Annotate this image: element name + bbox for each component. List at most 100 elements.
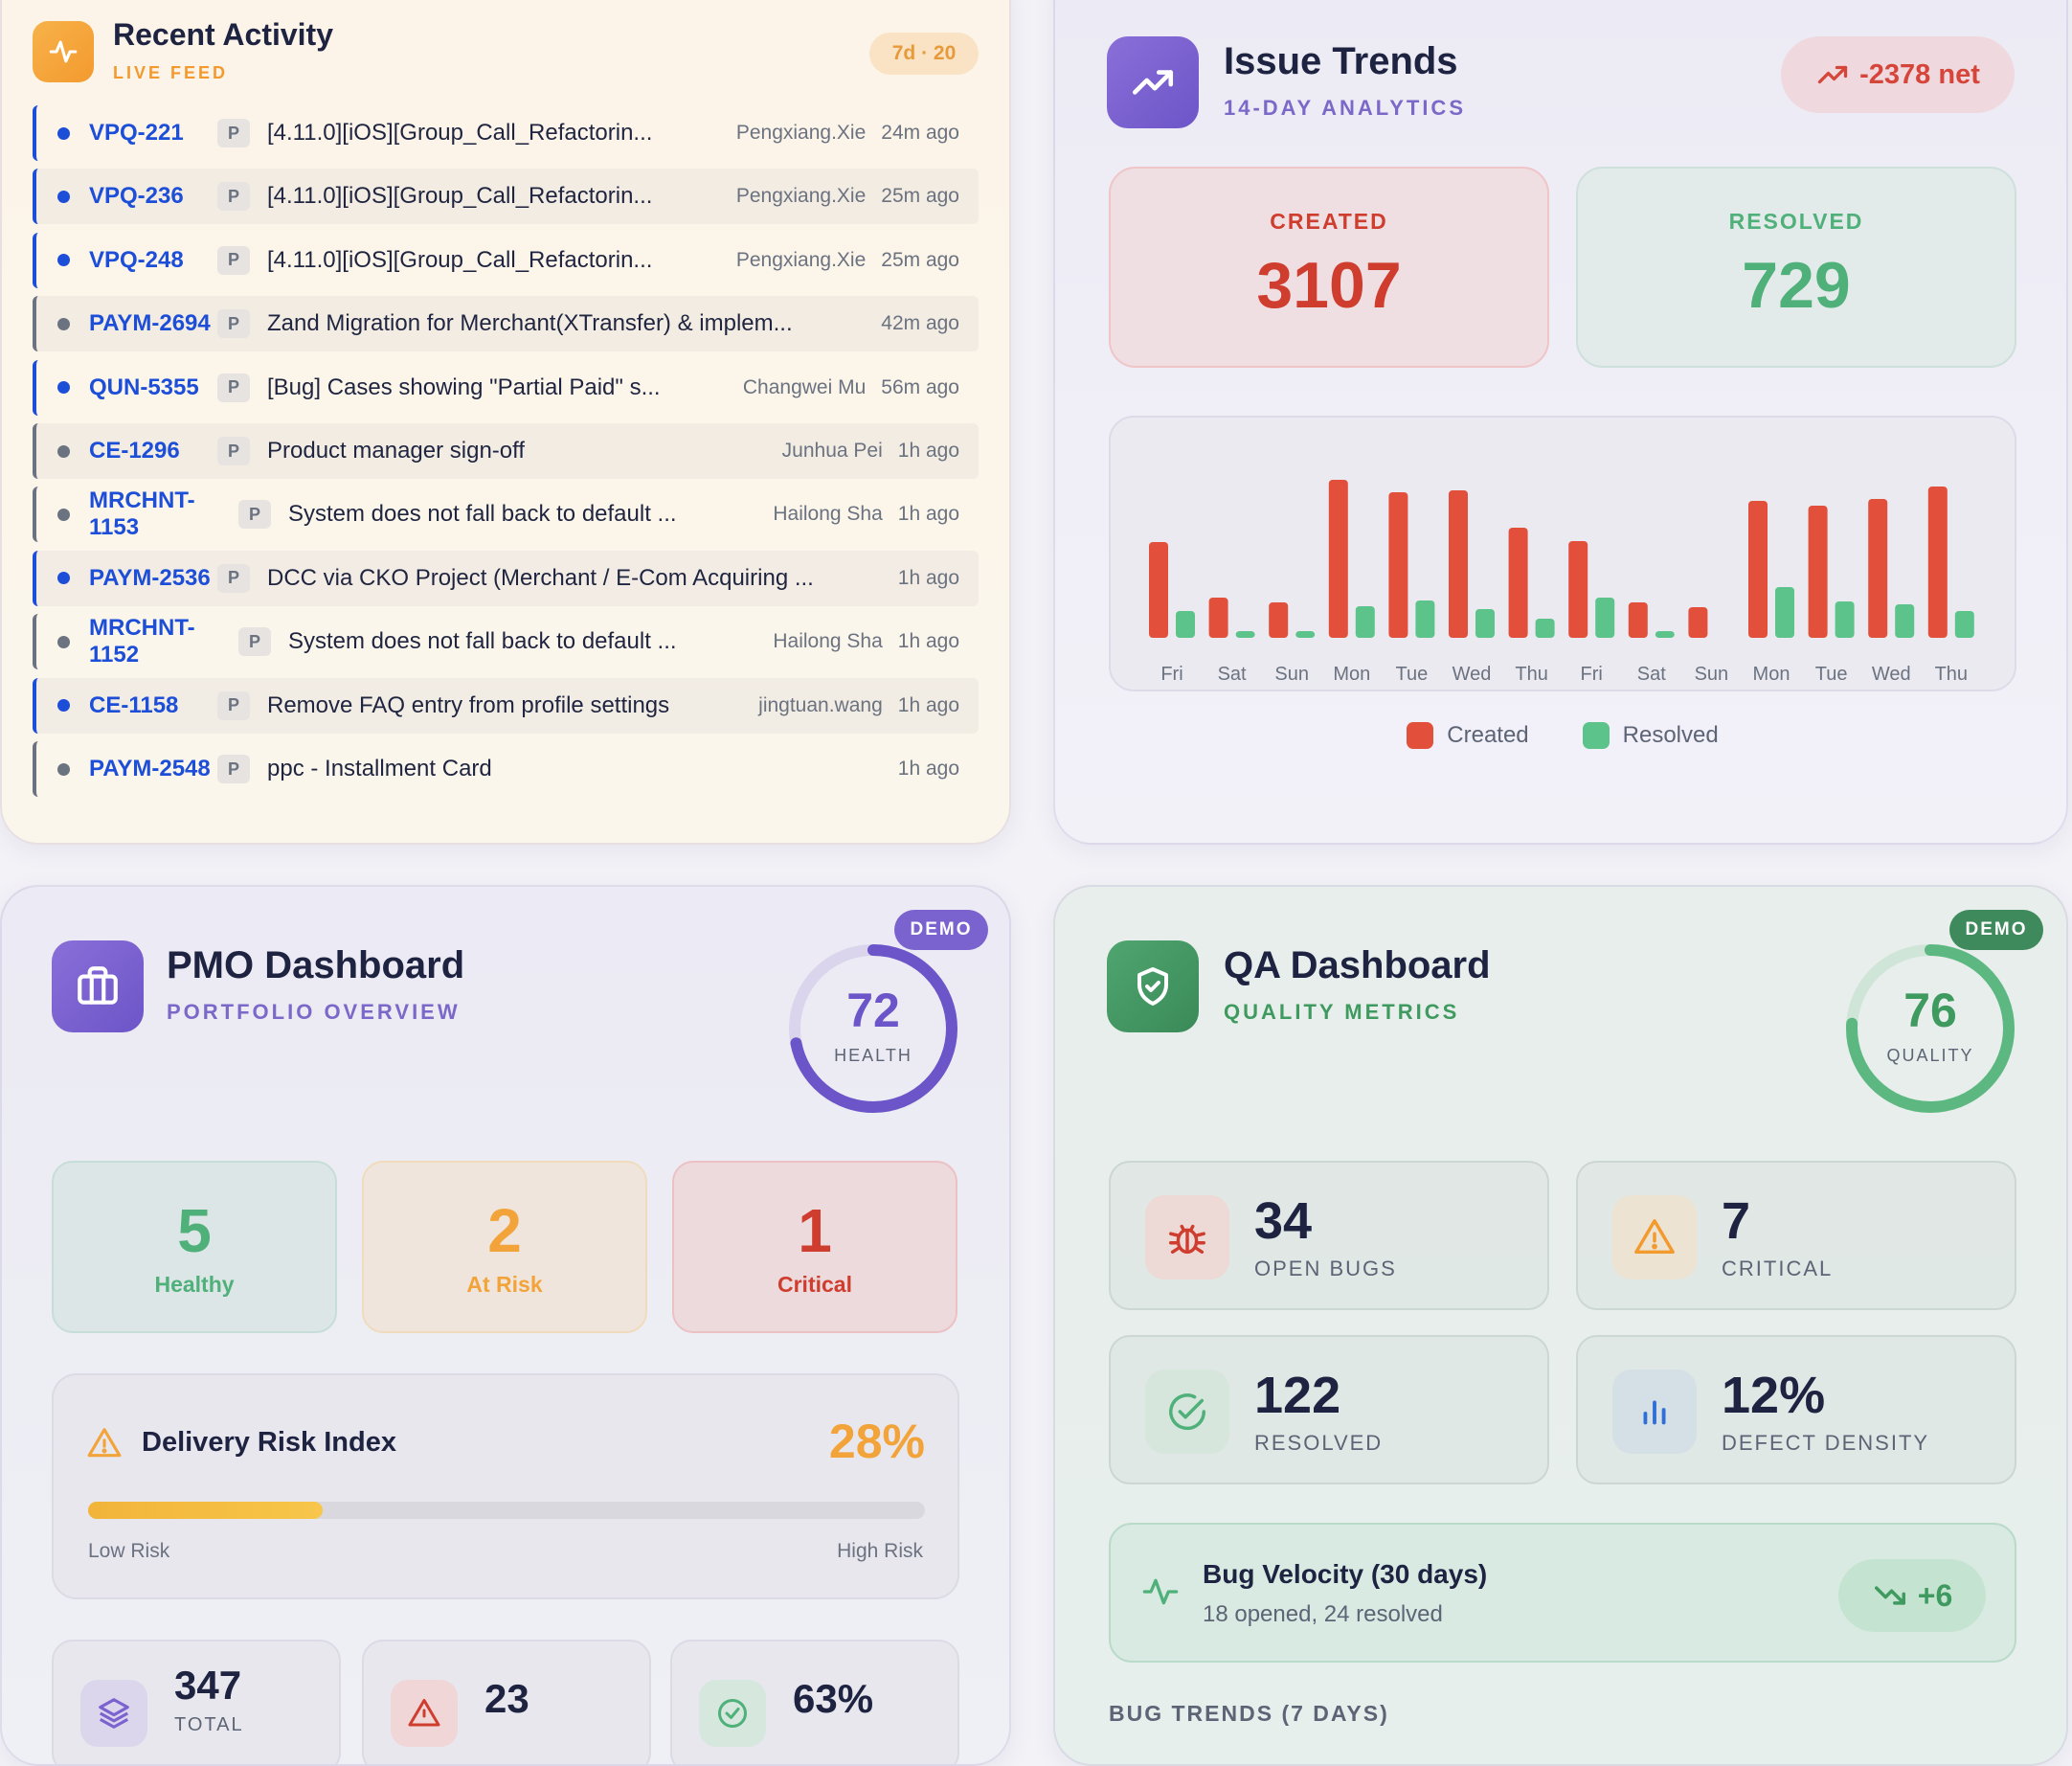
at-risk-value: 2 <box>487 1196 522 1265</box>
created-bar <box>1868 499 1888 638</box>
open-bugs-label: OPEN BUGS <box>1254 1257 1397 1280</box>
created-bar <box>1388 492 1408 638</box>
issue-time: 1h ago <box>897 758 959 780</box>
qa-dashboard-card: QA Dashboard QUALITY METRICS DEMO 76 QUA… <box>1053 885 2068 1766</box>
x-tick-label: Thu <box>1515 664 1547 685</box>
health-label: HEALTH <box>834 1046 912 1065</box>
issues-value: 23 <box>484 1676 529 1721</box>
high-risk-label: High Risk <box>837 1540 923 1562</box>
activity-row[interactable]: MRCHNT-1152 P System does not fall back to… <box>33 614 979 670</box>
issue-time: 1h ago <box>897 693 959 716</box>
created-bar <box>1628 602 1648 638</box>
completion-value: 63% <box>793 1676 874 1721</box>
issue-trends-title: Issue Trends <box>1224 40 1458 82</box>
issue-key[interactable]: CE-1158 <box>89 691 179 718</box>
activity-row[interactable]: MRCHNT-1153 P System does not fall back to… <box>33 487 979 543</box>
delivery-risk-panel: Delivery Risk Index 28% Low Risk High Ri… <box>52 1373 959 1599</box>
low-risk-label: Low Risk <box>88 1540 170 1562</box>
recent-activity-range-badge[interactable]: 7d · 20 <box>869 33 979 75</box>
issue-key[interactable]: VPQ-221 <box>89 120 184 146</box>
activity-row[interactable]: VPQ-248 P [4.11.0][iOS][Group_Call_Refacto… <box>33 232 979 288</box>
issue-trends-subtitle: 14-DAY ANALYTICS <box>1224 96 1466 120</box>
resolved-bar <box>1535 619 1555 638</box>
at-risk-stat: 2 At Risk <box>362 1161 647 1333</box>
issue-key[interactable]: PAYM-2694 <box>89 310 211 337</box>
created-bar <box>1927 487 1948 638</box>
status-dot <box>57 444 70 458</box>
created-value: 3107 <box>1256 249 1402 322</box>
resolved-value: 729 <box>1742 249 1851 322</box>
priority-badge: P <box>217 182 250 212</box>
status-dot <box>57 126 70 140</box>
issue-time: 25m ago <box>881 185 959 208</box>
healthy-value: 5 <box>177 1196 212 1265</box>
status-dot <box>57 635 70 648</box>
issue-key[interactable]: MRCHNT-1153 <box>89 487 195 541</box>
activity-row[interactable]: VPQ-236 P [4.11.0][iOS][Group_Call_Refacto… <box>33 169 979 225</box>
chart-panel: Fri Sat Sun Mon Tue Wed Thu Fri Sat Sun Mon Tue Wed T… <box>1109 416 2016 691</box>
warning-icon <box>86 1425 123 1466</box>
warning-icon <box>1612 1195 1697 1279</box>
created-stat: CREATED 3107 <box>1109 167 1549 368</box>
x-tick-label: Wed <box>1872 664 1911 685</box>
issue-key[interactable]: VPQ-248 <box>89 246 184 273</box>
created-bar <box>1808 506 1828 638</box>
status-dot <box>57 572 70 585</box>
briefcase-icon <box>52 940 144 1032</box>
warning-icon <box>391 1680 458 1747</box>
defect-density-value: 12% <box>1722 1367 1826 1424</box>
activity-row[interactable]: PAYM-2536 P DCC via CKO Project (Merchant … <box>33 550 979 606</box>
activity-row[interactable]: QUN-5355 P [Bug] Cases showing "Partial Pa… <box>33 359 979 416</box>
issue-key[interactable]: MRCHNT-1152 <box>89 615 195 668</box>
trending-up-icon <box>1815 57 1850 92</box>
activity-row[interactable]: PAYM-2694 P Zand Migration for Merchant(XT… <box>33 296 979 352</box>
issue-key[interactable]: QUN-5355 <box>89 374 199 400</box>
activity-row[interactable]: CE-1296 P Product manager sign-off Junhua P… <box>33 423 979 479</box>
completion-stat: 63% <box>670 1640 959 1764</box>
issue-trends-card: Issue Trends 14-DAY ANALYTICS -2378 net … <box>1053 0 2068 845</box>
created-bar <box>1449 490 1468 638</box>
status-dot <box>57 762 70 776</box>
legend-created-swatch <box>1407 722 1434 749</box>
resolved-bar <box>1295 631 1316 638</box>
issue-assignee: Changwei Mu <box>742 375 867 398</box>
health-gauge: 72 HEALTH <box>785 940 961 1117</box>
issue-title: DCC via CKO Project (Merchant / E-Com Ac… <box>267 564 814 591</box>
priority-badge: P <box>238 627 271 657</box>
bug-velocity-delta: +6 <box>1917 1577 1953 1613</box>
resolved-bar <box>1176 611 1195 638</box>
issue-title: Remove FAQ entry from profile settings <box>267 691 670 718</box>
activity-row[interactable]: CE-1158 P Remove FAQ entry from profile se… <box>33 677 979 734</box>
issue-title: [4.11.0][iOS][Group_Call_Refactorin... <box>267 246 653 273</box>
resolved-bar <box>1595 598 1615 638</box>
issue-time: 56m ago <box>881 375 959 398</box>
issues-stat: 23 <box>362 1640 651 1764</box>
priority-badge: P <box>238 500 271 530</box>
critical-value: 1 <box>798 1196 832 1265</box>
x-tick-label: Thu <box>1935 664 1968 685</box>
issue-key[interactable]: VPQ-236 <box>89 183 184 210</box>
issue-key[interactable]: CE-1296 <box>89 438 180 464</box>
issue-title: Zand Migration for Merchant(XTransfer) &… <box>267 310 793 337</box>
issue-assignee: Pengxiang.Xie <box>735 248 867 271</box>
issue-time: 1h ago <box>897 503 959 526</box>
priority-badge: P <box>217 119 250 147</box>
resolved-bar <box>1355 606 1375 638</box>
trend-bar-chart: Fri Sat Sun Mon Tue Wed Thu Fri Sat Sun Mon Tue Wed T… <box>1149 480 1974 685</box>
created-bar <box>1688 607 1708 638</box>
bug-velocity-title: Bug Velocity (30 days) <box>1203 1559 1488 1589</box>
defect-density-label: DEFECT DENSITY <box>1722 1431 1930 1455</box>
priority-badge: P <box>217 373 250 402</box>
activity-row[interactable]: VPQ-221 P [4.11.0][iOS][Group_Call_Refacto… <box>33 105 979 161</box>
issue-assignee: Hailong Sha <box>773 503 883 526</box>
priority-badge: P <box>217 309 250 339</box>
resolved-bar <box>1235 631 1255 638</box>
issue-time: 1h ago <box>897 440 959 462</box>
chart-legend: Created Resolved <box>1055 722 2066 749</box>
issue-assignee: Hailong Sha <box>773 630 883 653</box>
issue-key[interactable]: PAYM-2548 <box>89 756 211 781</box>
issue-key[interactable]: PAYM-2536 <box>89 564 211 591</box>
bug-velocity-delta-badge: +6 <box>1838 1559 1986 1632</box>
check-circle-icon <box>699 1680 766 1747</box>
